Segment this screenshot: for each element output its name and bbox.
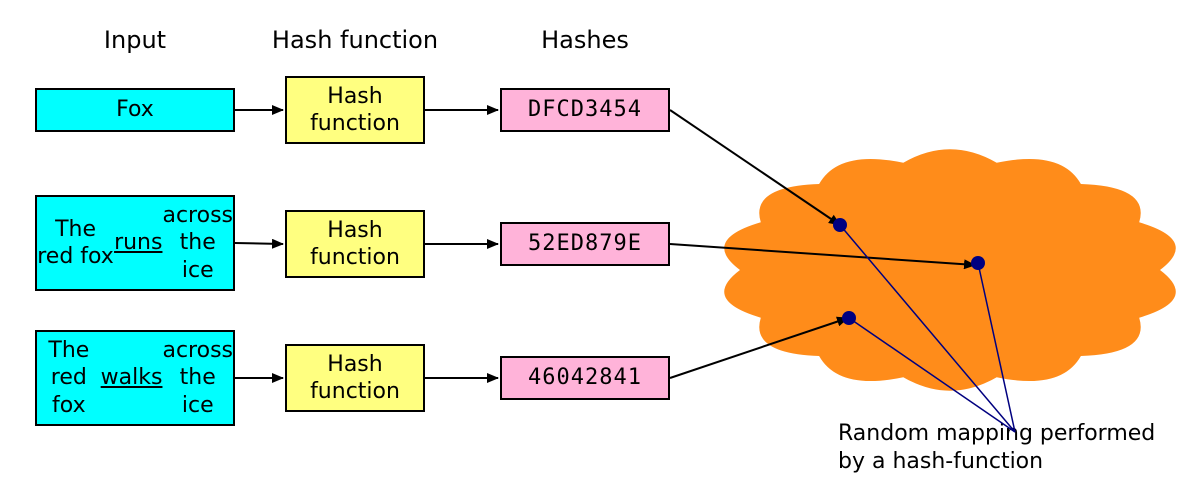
header-input: Input [104, 26, 166, 54]
header-func: Hash function [272, 26, 438, 54]
arrow-hash-to-cloud-1 [670, 244, 975, 265]
hash-box-1: 52ED879E [500, 222, 670, 266]
function-box-2: Hashfunction [285, 344, 425, 412]
function-box-1: Hashfunction [285, 210, 425, 278]
input-box-0: Fox [35, 88, 235, 132]
cloud-dot-1 [971, 256, 985, 270]
function-box-0: Hashfunction [285, 76, 425, 144]
cloud-dot-0 [833, 218, 847, 232]
pointer-line-1 [978, 263, 1015, 432]
arrow-input-to-func-1 [235, 243, 283, 244]
arrow-hash-to-cloud-2 [670, 318, 848, 378]
hash-box-0: DFCD3454 [500, 88, 670, 132]
annotation-text: Random mapping performedby a hash-functi… [838, 420, 1155, 475]
arrow-hash-to-cloud-0 [670, 110, 840, 225]
hash-box-2: 46042841 [500, 356, 670, 400]
pointer-line-2 [849, 318, 1015, 432]
cloud-shape [724, 149, 1176, 390]
cloud-dot-2 [842, 311, 856, 325]
input-box-1: The red foxruns acrossthe ice [35, 195, 235, 291]
pointer-line-0 [840, 225, 1015, 432]
input-box-2: The red foxwalks acrossthe ice [35, 330, 235, 426]
header-hash: Hashes [541, 26, 629, 54]
